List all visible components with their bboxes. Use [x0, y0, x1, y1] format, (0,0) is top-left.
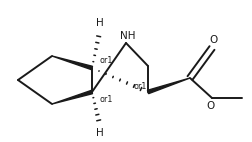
- Text: or1: or1: [100, 95, 113, 104]
- Text: O: O: [209, 35, 217, 45]
- Text: NH: NH: [119, 31, 135, 41]
- Text: O: O: [207, 101, 215, 111]
- Text: H: H: [96, 128, 104, 138]
- Polygon shape: [52, 56, 92, 70]
- Text: or1: or1: [133, 82, 147, 91]
- Polygon shape: [52, 90, 92, 104]
- Text: H: H: [96, 18, 104, 28]
- Text: or1: or1: [100, 56, 113, 65]
- Polygon shape: [147, 78, 190, 94]
